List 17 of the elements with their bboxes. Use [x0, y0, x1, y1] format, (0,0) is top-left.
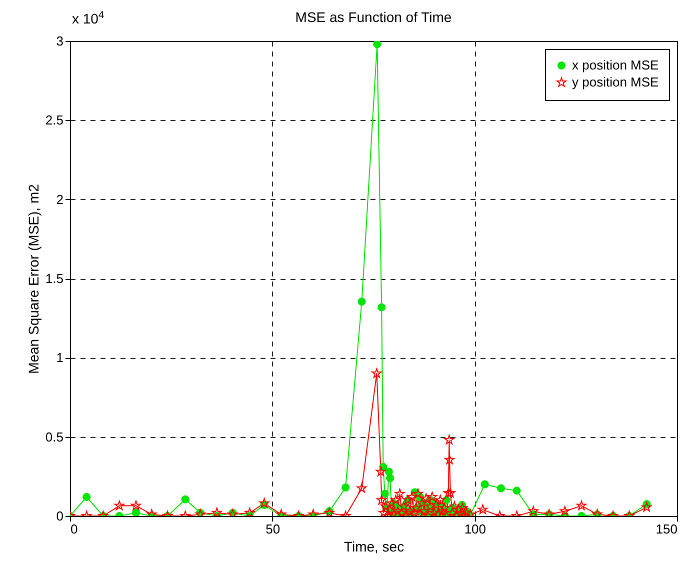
y-axis-title: Mean Square Error (MSE), m2: [25, 184, 42, 374]
legend-label: y position MSE: [572, 74, 660, 90]
text: x 10$^{4}$: [72, 10, 104, 27]
y-tick-label: 0: [56, 508, 64, 524]
y-tick-label: 3: [56, 34, 64, 48]
x-tick-label: 0: [70, 522, 78, 536]
legend-label: x position MSE: [572, 58, 660, 72]
y-tick-label: 1.5: [45, 271, 64, 286]
y-tick-label: 2: [56, 192, 64, 207]
x-tick-label: 150: [656, 522, 678, 536]
chart-title: MSE as Function of Time: [295, 9, 452, 25]
y-tick-label: 0.5: [45, 429, 64, 444]
x-tick-label: 50: [266, 522, 280, 536]
x-tick-label: 100: [464, 522, 486, 536]
x-axis-title: Time, sec: [344, 538, 404, 554]
y-tick-label: 2.5: [45, 112, 64, 128]
y-tick-label: 1: [56, 350, 64, 366]
